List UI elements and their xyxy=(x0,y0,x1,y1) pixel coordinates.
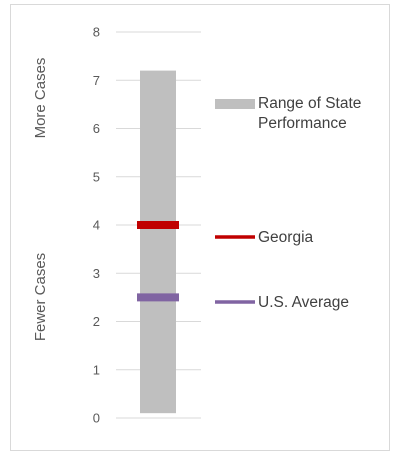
y-tick-label: 8 xyxy=(93,25,100,40)
y-tick-label: 4 xyxy=(93,218,100,233)
fewer-cases-label: Fewer Cases xyxy=(32,253,49,341)
y-tick-label: 7 xyxy=(93,73,100,88)
legend-swatch-range-of-state-performance xyxy=(215,99,255,109)
state-range-bar xyxy=(140,70,176,414)
range-chart: 0 1 2 3 4 5 6 7 8 More Cases Fewer Cases Range of… xyxy=(32,25,361,426)
georgia-marker xyxy=(137,221,179,229)
legend-label-georgia: Georgia xyxy=(258,229,314,246)
y-axis-ticks: 0 1 2 3 4 5 6 7 8 xyxy=(93,25,100,426)
y-tick-label: 2 xyxy=(93,314,100,329)
legend-label-u-s-average: U.S. Average xyxy=(258,294,349,311)
y-tick-label: 5 xyxy=(93,169,100,184)
more-cases-label: More Cases xyxy=(32,58,49,139)
y-tick-label: 3 xyxy=(93,266,100,281)
side-labels: More Cases Fewer Cases xyxy=(32,58,49,342)
chart-frame: 0 1 2 3 4 5 6 7 8 More Cases Fewer Cases Range of… xyxy=(10,4,390,451)
legend: Range of State Performance Georgia U.S. Ave… xyxy=(215,95,361,311)
plot-marks xyxy=(137,70,179,414)
u-s-average-marker xyxy=(137,293,179,302)
legend-label-range-of-state-performance: Performance xyxy=(258,115,347,132)
y-tick-label: 1 xyxy=(93,362,100,377)
legend-label-range-of-state-performance: Range of State xyxy=(258,95,361,112)
y-tick-label: 6 xyxy=(93,121,100,136)
y-tick-label: 0 xyxy=(93,411,100,426)
